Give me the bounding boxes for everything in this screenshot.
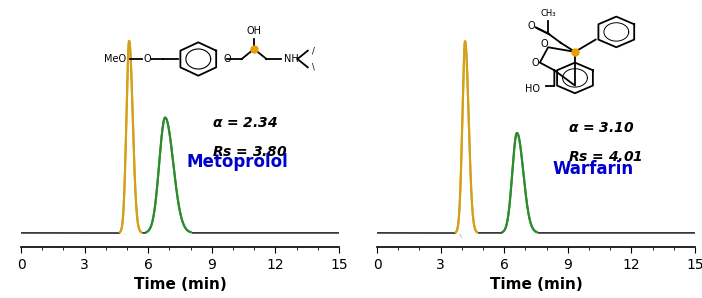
Text: $\bfit{Rs}$ = 3.80: $\bfit{Rs}$ = 3.80 (212, 145, 287, 159)
Text: $\bfit{\alpha}$ = 3.10: $\bfit{\alpha}$ = 3.10 (568, 121, 635, 135)
Text: $\bfit{Rs}$ = 4.01: $\bfit{Rs}$ = 4.01 (568, 150, 642, 164)
Text: Warfarin: Warfarin (552, 160, 634, 178)
Text: $\bfit{\alpha}$ = 2.34: $\bfit{\alpha}$ = 2.34 (212, 117, 278, 130)
X-axis label: Time (min): Time (min) (490, 277, 583, 292)
Text: Metoprolol: Metoprolol (186, 153, 288, 170)
X-axis label: Time (min): Time (min) (133, 277, 226, 292)
